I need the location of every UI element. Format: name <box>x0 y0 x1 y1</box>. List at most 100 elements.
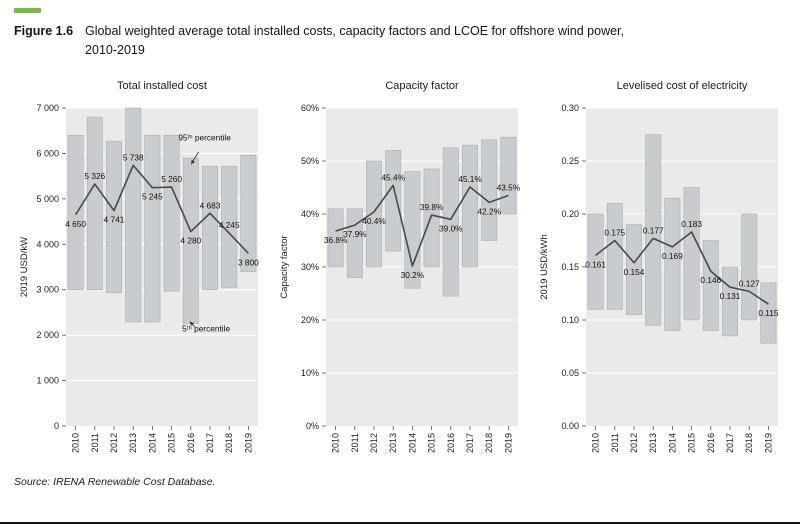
y-tick-label: 50% <box>301 156 319 166</box>
data-label: 0.177 <box>643 225 664 235</box>
x-tick-label: 2011 <box>350 433 360 452</box>
x-tick-label: 2019 <box>763 433 773 453</box>
x-tick-label: 2012 <box>629 433 639 453</box>
percentile-range-bar <box>741 213 758 320</box>
x-tick-label: 2013 <box>388 433 398 453</box>
percentile-range-bar <box>67 134 84 290</box>
x-tick-label: 2011 <box>610 433 620 452</box>
y-tick-label: 7 000 <box>36 103 59 113</box>
percentile-range-bar <box>722 266 738 336</box>
y-tick-label: 0.15 <box>561 262 579 272</box>
chart-panel-capacity-factor: Capacity factor 0% 10% 20% 30% 40% 50% 60% 2010… <box>274 80 526 460</box>
data-label: 45.4% <box>381 172 405 182</box>
percentile-range-bar <box>346 207 363 278</box>
chart-total-installed-cost: 0 1 000 2 000 3 000 4 000 5 000 6 000 7 000 2010… <box>19 103 259 453</box>
y-tick-label: 0% <box>306 421 319 431</box>
data-label: 5 245 <box>142 191 163 201</box>
y-axis-label: 2019 USD/kWh <box>539 234 550 299</box>
percentile-range-bar <box>702 239 719 331</box>
x-tick-label: 2012 <box>109 433 119 453</box>
y-tick-label: 3 000 <box>36 284 59 294</box>
data-label: 45.1% <box>458 173 482 183</box>
data-label: 39.0% <box>439 223 463 233</box>
percentile-range-bar <box>606 202 623 310</box>
x-tick-label: 2016 <box>186 433 196 453</box>
percentile-range-bar <box>587 213 604 310</box>
chart-capacity-factor: 0% 10% 20% 30% 40% 50% 60% 2010 2011 2012 2013 2014… <box>279 103 521 453</box>
percentile-range-bar <box>645 133 662 326</box>
percentile-range-bar <box>144 134 161 322</box>
percentile-annotation: 5ᵗʰ percentile <box>182 323 230 333</box>
weighted-average-line <box>74 164 249 254</box>
y-tick-label: 4 000 <box>36 239 59 249</box>
y-tick-label: 0.00 <box>561 421 579 431</box>
y-tick-label: 0.25 <box>561 156 579 166</box>
figure-title: Global weighted average total installed … <box>85 22 624 60</box>
y-tick-label: 60% <box>301 103 319 113</box>
x-tick-label: 2019 <box>243 433 253 453</box>
x-tick-label: 2010 <box>71 433 81 453</box>
data-label: 5 326 <box>84 171 105 181</box>
data-label: 0.131 <box>720 291 741 301</box>
y-tick-label: 5 000 <box>36 193 59 203</box>
data-label: 0.127 <box>739 278 760 288</box>
x-tick-label: 2015 <box>167 433 177 453</box>
charts-row: Total installed cost 0 1 000 2 000 3 000 4 0… <box>14 80 786 460</box>
figure-header: Figure 1.6 Global weighted average total… <box>14 22 786 60</box>
percentile-range-bar <box>202 165 218 290</box>
y-tick-label: 6 000 <box>36 148 59 158</box>
y-tick-label: 10% <box>301 368 319 378</box>
percentile-range-bar <box>163 134 180 291</box>
percentile-range-bar <box>683 186 700 320</box>
weighted-average-line <box>595 230 769 305</box>
percentile-range-bar <box>125 107 142 322</box>
data-label: 39.8% <box>420 202 444 212</box>
percentile-range-bar <box>106 140 122 293</box>
x-tick-label: 2017 <box>725 433 735 453</box>
x-tick-label: 2017 <box>205 433 215 453</box>
data-label: 4 683 <box>200 200 221 210</box>
figure-label: Figure 1.6 <box>14 24 74 38</box>
data-label: 36.8% <box>324 234 348 244</box>
y-tick-label: 40% <box>301 209 319 219</box>
percentile-range-bar <box>760 282 777 344</box>
y-tick-label: 30% <box>301 262 319 272</box>
y-tick-label: 1 000 <box>36 375 59 385</box>
data-label: 4 650 <box>65 218 86 228</box>
data-label: 0.183 <box>681 219 702 229</box>
chart-panel-total-installed-cost: Total installed cost 0 1 000 2 000 3 000 4 0… <box>14 80 266 460</box>
data-label: 4 280 <box>180 235 201 245</box>
weighted-average-line <box>335 184 509 267</box>
x-tick-label: 2013 <box>648 433 658 453</box>
percentile-range-bar <box>240 154 257 272</box>
data-label: 4 741 <box>104 214 125 224</box>
chart-panel-lcoe: Levelised cost of electricity 0.00 0.05 0.… <box>534 80 786 460</box>
data-label: 0.115 <box>758 308 779 318</box>
x-tick-label: 2010 <box>331 433 341 453</box>
percentile-range-bar <box>481 139 498 241</box>
data-label: 4 245 <box>219 220 240 230</box>
y-tick-label: 2 000 <box>36 330 59 340</box>
y-tick-label: 0.30 <box>561 103 579 113</box>
x-tick-label: 2015 <box>427 433 437 453</box>
data-label: 37.9% <box>343 229 367 239</box>
data-label: 42.2% <box>477 206 501 216</box>
x-tick-label: 2014 <box>147 433 157 453</box>
x-tick-label: 2011 <box>90 433 100 452</box>
y-tick-label: 0.20 <box>561 209 579 219</box>
data-label: 0.175 <box>604 227 625 237</box>
percentile-range-bar <box>221 165 238 288</box>
percentile-range-bar <box>423 168 440 267</box>
annotation-arrowhead <box>189 321 194 326</box>
data-label: 5 260 <box>161 174 182 184</box>
percentile-range-bar <box>442 147 459 296</box>
source-note: Source: IRENA Renewable Cost Database. <box>14 475 216 488</box>
y-tick-label: 0.05 <box>561 368 579 378</box>
panel-title: Levelised cost of electricity <box>616 79 748 92</box>
data-label: 0.146 <box>700 275 721 285</box>
percentile-range-bar <box>404 170 421 288</box>
percentile-range-bar <box>385 149 402 251</box>
y-tick-label: 20% <box>301 315 319 325</box>
x-tick-label: 2016 <box>706 433 716 453</box>
